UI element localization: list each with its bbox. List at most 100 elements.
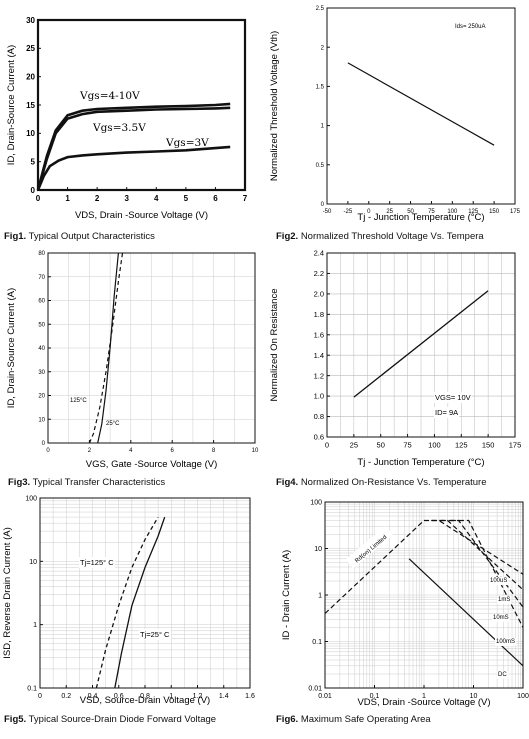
y-tick-label: 50 bbox=[38, 322, 45, 328]
y-tick-label: 10 bbox=[38, 417, 45, 423]
series-line bbox=[95, 516, 159, 689]
annotation-label: Vgs=3.5V bbox=[92, 122, 146, 134]
y-tick-label: 1.6 bbox=[314, 330, 324, 339]
y-tick-label: 1 bbox=[318, 592, 322, 599]
x-tick-label: 0.8 bbox=[140, 693, 150, 700]
x-axis-label: Tj - Junction Temperature (°C) bbox=[357, 212, 484, 223]
annotation-label: ID= 9A bbox=[435, 408, 458, 417]
annotation-bg bbox=[495, 638, 517, 646]
y-tick-label: 40 bbox=[38, 346, 45, 352]
y-tick-label: 20 bbox=[38, 394, 45, 400]
x-tick-label: 6 bbox=[171, 448, 175, 454]
x-tick-label: 0 bbox=[325, 441, 329, 450]
y-tick-label: 25 bbox=[26, 44, 35, 53]
x-tick-label: -25 bbox=[344, 209, 353, 215]
x-tick-label: 4 bbox=[129, 448, 133, 454]
y-tick-label: 10 bbox=[26, 129, 35, 138]
y-tick-label: 0 bbox=[42, 441, 46, 447]
series-line bbox=[88, 252, 124, 444]
y-axis-label: ISD, Reverse Drain Current (A) bbox=[2, 527, 13, 658]
annotation-label: VGS= 10V bbox=[435, 393, 471, 402]
y-axis-label: Normalized Threshold Voltage (Vth) bbox=[269, 31, 280, 181]
x-tick-label: 2 bbox=[88, 448, 92, 454]
x-tick-label: 125 bbox=[455, 441, 468, 450]
y-axis-label: ID, Drain-Source Current (A) bbox=[6, 288, 17, 408]
x-axis-label: VDS, Drain -Source Voltage (V) bbox=[75, 210, 208, 221]
x-tick-label: 0.2 bbox=[61, 693, 71, 700]
x-tick-label: 0.1 bbox=[370, 693, 380, 700]
x-tick-label: 0.4 bbox=[88, 693, 98, 700]
y-tick-label: 30 bbox=[38, 370, 45, 376]
y-tick-label: 60 bbox=[38, 299, 45, 305]
x-tick-label: 50 bbox=[407, 209, 414, 215]
y-tick-label: 15 bbox=[26, 101, 35, 110]
x-axis-label: VGS, Gate -Source Voltage (V) bbox=[86, 459, 217, 470]
annotation-bg bbox=[492, 614, 510, 622]
plot-frame bbox=[326, 252, 516, 438]
y-tick-label: 2.2 bbox=[314, 269, 324, 278]
y-tick-label: 0 bbox=[321, 202, 325, 208]
series-line bbox=[36, 145, 231, 191]
series-line bbox=[424, 519, 524, 575]
x-tick-label: 0.01 bbox=[318, 693, 332, 700]
x-tick-label: 100 bbox=[447, 209, 458, 215]
y-tick-label: 30 bbox=[26, 16, 35, 25]
x-tick-label: 175 bbox=[509, 441, 522, 450]
y-axis-label: Normalized On Resistance bbox=[269, 289, 280, 402]
figure-caption: Fig3. Typical Transfer Characteristics bbox=[8, 477, 166, 488]
x-tick-label: 6 bbox=[213, 194, 218, 203]
y-tick-label: 20 bbox=[26, 72, 35, 81]
y-tick-label: 0.1 bbox=[27, 685, 37, 692]
annotation-label: 10mS bbox=[493, 615, 509, 621]
x-tick-label: 8 bbox=[212, 448, 216, 454]
chart-output-characteristics: 0 1 2 3 4 5 6 7 0 5 10 15 20 25 30 VDS, Drain -Source V… bbox=[0, 0, 265, 245]
annotation-label: Ids= 250uA bbox=[455, 24, 486, 30]
x-tick-label: 7 bbox=[243, 194, 248, 203]
figure-caption: Fig1. Typical Output Characteristics bbox=[4, 231, 155, 242]
series-line bbox=[431, 519, 524, 591]
y-axis-label: ID - Drain Current (A) bbox=[281, 550, 292, 640]
chart-safe-operating-area: 0.01 0.1 1 10 100 0.01 0.1 1 10 100 VDS, Drain -So… bbox=[265, 490, 529, 739]
chart-transfer-characteristics: 0 2 4 6 8 10 0 10 20 30 40 50 60 70 80 VGS, Gate -Sourc… bbox=[0, 245, 265, 490]
y-tick-label: 2 bbox=[321, 45, 325, 51]
annotation-label: 100uS bbox=[490, 578, 507, 584]
y-tick-label: 100 bbox=[25, 495, 37, 502]
y-tick-label: 100 bbox=[310, 499, 322, 506]
y-tick-label: 0.5 bbox=[316, 163, 325, 169]
series-line bbox=[36, 106, 231, 191]
y-tick-label: 0.8 bbox=[314, 412, 324, 421]
x-tick-label: 100 bbox=[517, 693, 529, 700]
figure-caption: Fig5. Typical Source-Drain Diode Forward… bbox=[4, 714, 217, 725]
chart-threshold-voltage: -50 -25 0 25 50 75 100 125 150 175 0 0.5 1 1.5 2 2.5 Tj … bbox=[265, 0, 529, 245]
y-tick-label: 1.2 bbox=[314, 371, 324, 380]
annotation-label: 25°C bbox=[106, 421, 120, 427]
x-tick-label: 1.6 bbox=[245, 693, 255, 700]
annotation-bg bbox=[489, 577, 509, 585]
annotation-bg bbox=[139, 629, 172, 640]
figure-caption: Fig6. Maximum Safe Operating Area bbox=[276, 714, 431, 725]
y-tick-label: 1.5 bbox=[316, 85, 325, 91]
x-axis-label: Tj - Junction Temperature (°C) bbox=[357, 457, 484, 468]
y-tick-label: 5 bbox=[31, 157, 36, 166]
series-line bbox=[440, 519, 524, 608]
annotation-bg bbox=[497, 671, 509, 679]
figure-caption: Fig2. Normalized Threshold Voltage Vs. T… bbox=[276, 231, 484, 242]
annotation-label: 100mS bbox=[496, 639, 515, 645]
series-line bbox=[347, 62, 495, 146]
annotation-bg bbox=[497, 596, 512, 604]
x-tick-label: 0 bbox=[46, 448, 50, 454]
y-tick-label: 1 bbox=[33, 622, 37, 629]
x-tick-label: -50 bbox=[323, 209, 332, 215]
y-tick-label: 0.1 bbox=[312, 639, 322, 646]
annotation-label: 125°C bbox=[70, 398, 87, 404]
y-tick-label: 70 bbox=[38, 275, 45, 281]
x-tick-label: 75 bbox=[403, 441, 411, 450]
x-axis-label: VSD, Source-Drain Voltage (V) bbox=[80, 695, 210, 706]
series-line bbox=[353, 290, 489, 398]
annotation-bg bbox=[345, 525, 394, 569]
x-tick-label: 1 bbox=[422, 693, 426, 700]
annotation-bg bbox=[79, 557, 116, 568]
y-tick-label: 0 bbox=[31, 186, 36, 195]
y-tick-label: 1.8 bbox=[314, 310, 324, 319]
x-tick-label: 175 bbox=[510, 209, 521, 215]
